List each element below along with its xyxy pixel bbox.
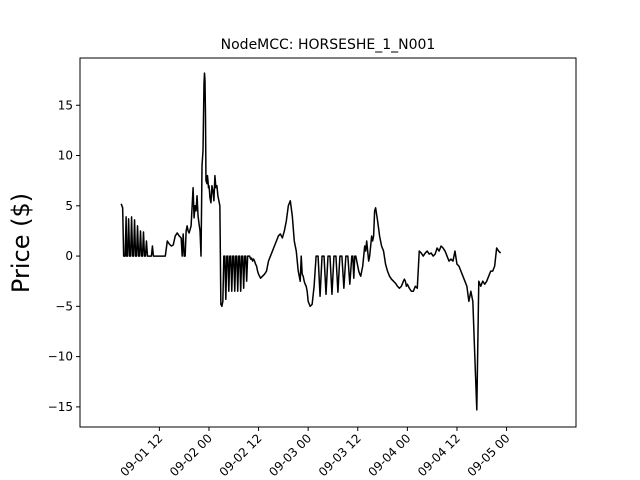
y-tick-label: −15 bbox=[48, 400, 73, 414]
y-tick-label: 0 bbox=[65, 249, 73, 263]
plot-area bbox=[120, 72, 502, 411]
y-tick-label: 15 bbox=[58, 98, 73, 112]
y-tick-label: −10 bbox=[48, 350, 73, 364]
y-tick-label: −5 bbox=[55, 299, 73, 313]
axes-frame bbox=[79, 57, 577, 428]
y-axis: −15 −10 −5 0 5 10 15 bbox=[48, 98, 80, 414]
chart-title: NodeMCC: HORSESHE_1_N001 bbox=[221, 37, 436, 53]
y-tick-label: 5 bbox=[65, 199, 73, 213]
y-tick-label: 10 bbox=[58, 149, 73, 163]
y-axis-label: Price ($) bbox=[7, 193, 35, 293]
series-line-0 bbox=[120, 72, 502, 411]
